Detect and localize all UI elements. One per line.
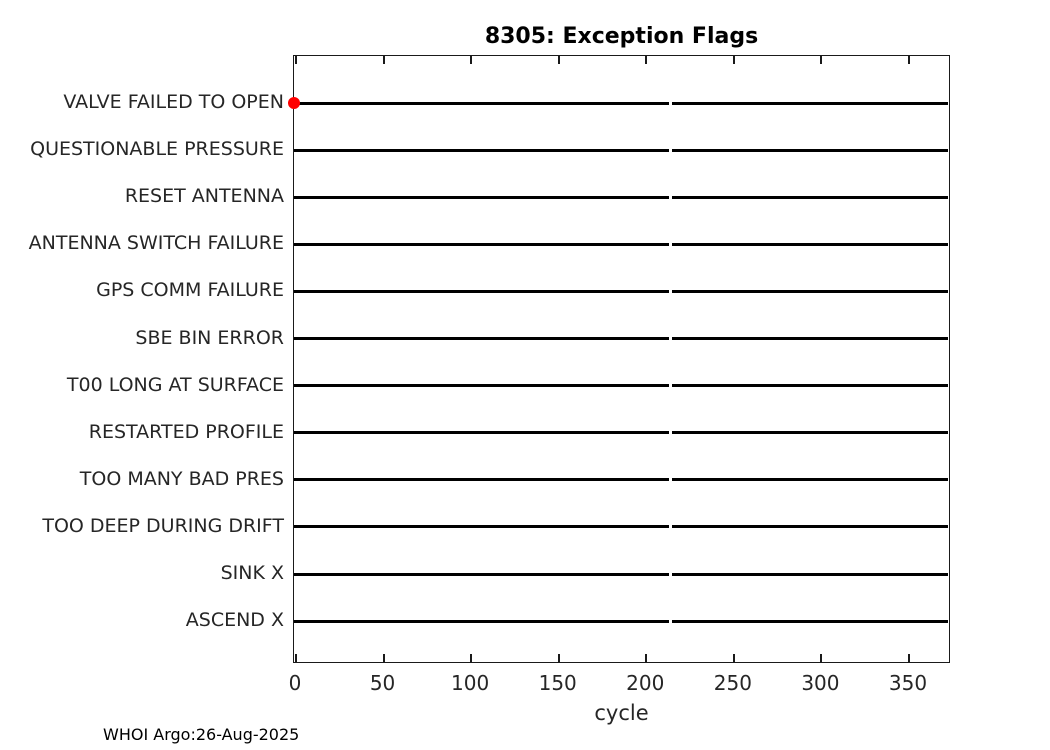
row-line-left-segment (294, 337, 670, 340)
top-tick-mark (907, 56, 910, 64)
bottom-tick-mark (557, 654, 560, 662)
row-line-left-segment (294, 431, 670, 435)
row-line-right-segment (672, 195, 948, 199)
row-line-left-segment (294, 289, 670, 293)
y-category-label: SBE BIN ERROR (135, 326, 284, 349)
row-line-left-segment (294, 525, 670, 529)
row-line-left-segment (294, 619, 670, 623)
row-line-right-segment (672, 384, 948, 388)
x-tick-label: 300 (801, 671, 840, 695)
bottom-tick-mark (732, 654, 735, 662)
row-line-left-segment (294, 384, 670, 388)
row-line-right-segment (672, 337, 948, 340)
row-line-right-segment (672, 101, 948, 105)
row-line-left-segment (294, 101, 670, 105)
data-point-marker (288, 97, 300, 109)
row-line-left-segment (294, 242, 670, 246)
row-line-right-segment (672, 478, 948, 482)
bottom-tick-mark (470, 654, 473, 662)
y-category-label: ASCEND X (185, 609, 284, 632)
y-category-label: TOO MANY BAD PRES (79, 467, 284, 490)
watermark-text: WHOI Argo:26-Aug-2025 (103, 725, 300, 744)
y-category-label: TOO DEEP DURING DRIFT (42, 514, 284, 537)
y-category-label: VALVE FAILED TO OPEN (63, 91, 284, 113)
x-tick-label: 200 (626, 671, 665, 695)
bottom-tick-mark (820, 654, 823, 662)
row-line-left-segment (294, 148, 670, 152)
chart-title: 8305: Exception Flags (484, 24, 759, 49)
row-line-right-segment (672, 431, 948, 435)
y-category-label: SINK X (220, 562, 284, 584)
x-tick-label: 50 (369, 671, 396, 695)
row-line-right-segment (672, 289, 948, 293)
x-tick-label: 0 (288, 671, 302, 695)
y-category-label: T00 LONG AT SURFACE (66, 373, 284, 396)
plot-area (288, 55, 950, 663)
y-category-label: ANTENNA SWITCH FAILURE (28, 232, 284, 255)
y-category-label: GPS COMM FAILURE (96, 279, 284, 302)
top-tick-mark (645, 56, 648, 64)
y-category-label: RESET ANTENNA (124, 185, 284, 208)
bottom-tick-mark (382, 654, 385, 662)
top-tick-mark (820, 56, 823, 64)
x-tick-label: 250 (713, 671, 752, 695)
top-tick-mark (732, 56, 735, 64)
row-line-left-segment (294, 572, 670, 576)
x-tick-label: 150 (538, 671, 577, 695)
x-axis-label: cycle (594, 701, 649, 725)
row-line-right-segment (672, 525, 948, 529)
row-line-right-segment (672, 619, 948, 623)
bottom-tick-mark (907, 654, 910, 662)
top-tick-mark (557, 56, 560, 64)
y-category-label: QUESTIONABLE PRESSURE (30, 138, 284, 161)
row-line-right-segment (672, 148, 948, 152)
row-line-left-segment (294, 195, 670, 199)
row-line-right-segment (672, 572, 948, 576)
x-tick-label: 100 (451, 671, 490, 695)
bottom-tick-mark (645, 654, 648, 662)
row-line-right-segment (672, 242, 948, 246)
x-tick-label: 350 (888, 671, 928, 695)
top-tick-mark (470, 56, 473, 64)
y-category-label: RESTARTED PROFILE (88, 420, 284, 443)
bottom-tick-mark (295, 654, 297, 662)
top-tick-mark (382, 56, 385, 64)
top-tick-mark (295, 56, 297, 64)
row-line-left-segment (294, 478, 670, 482)
